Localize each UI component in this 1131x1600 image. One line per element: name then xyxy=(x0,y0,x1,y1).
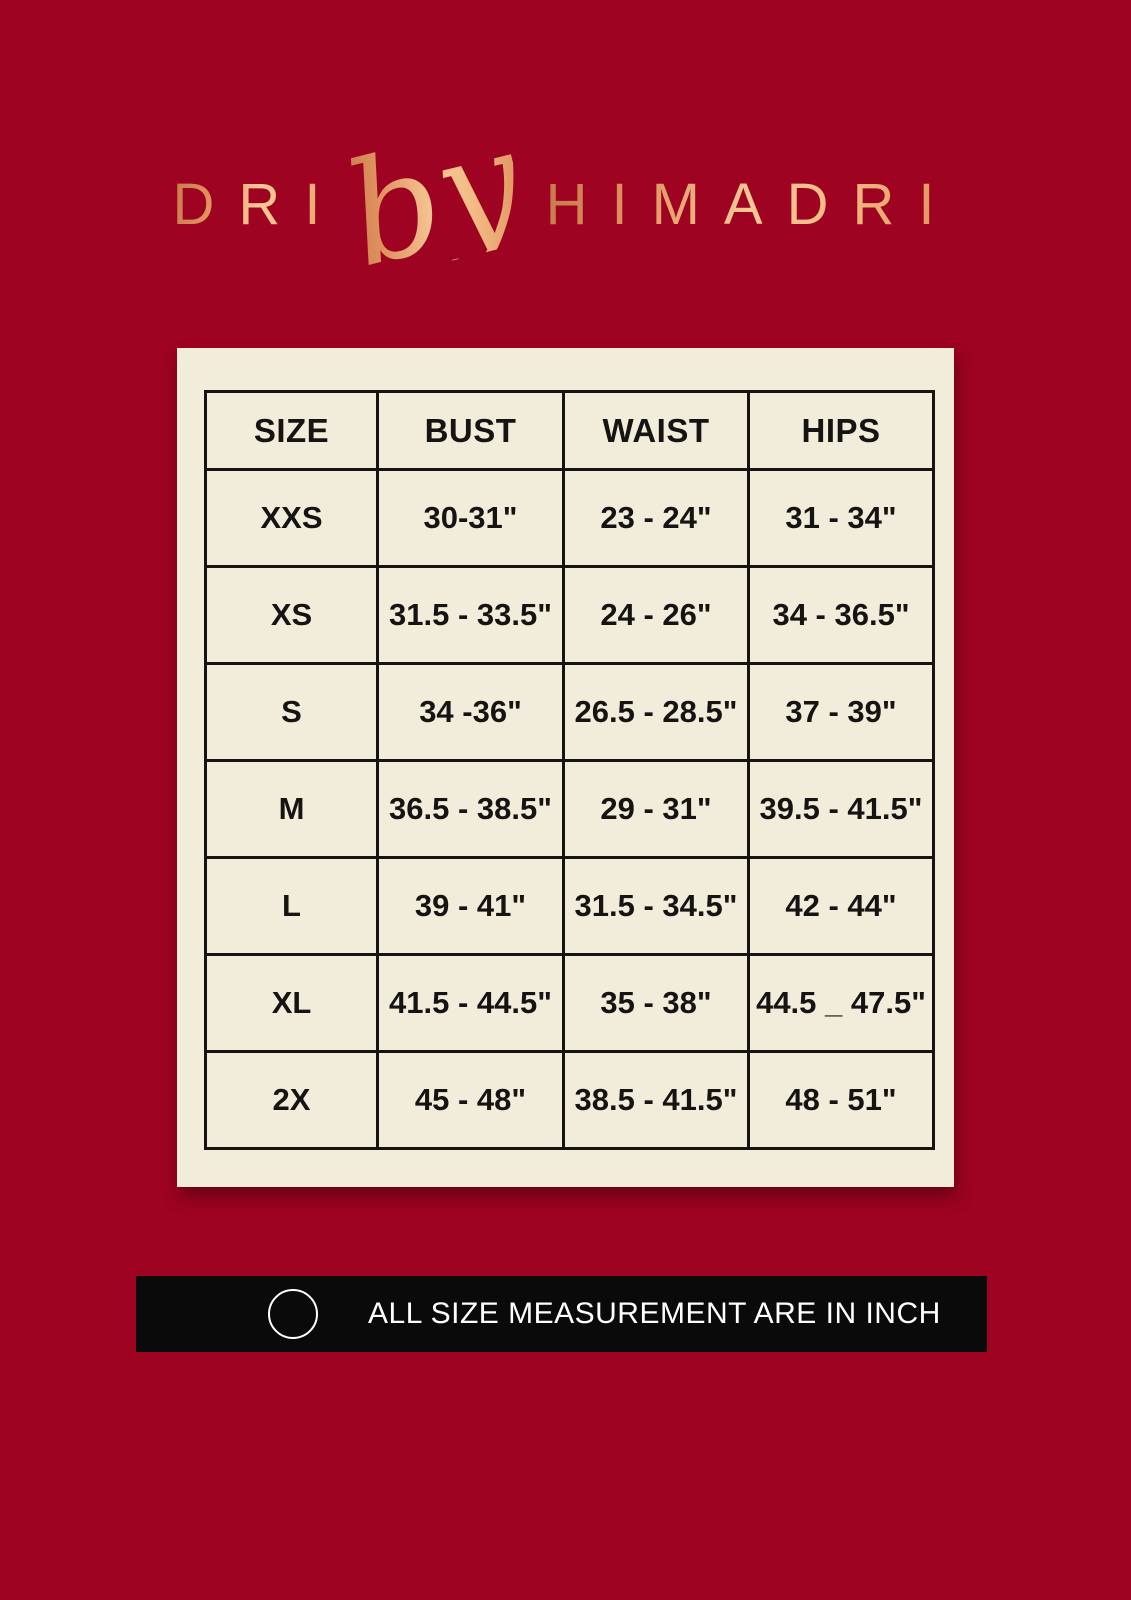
cell-bust: 30-31" xyxy=(376,468,565,568)
cell-size: S xyxy=(204,662,379,762)
table-row: M 36.5 - 38.5" 29 - 31" 39.5 - 41.5" xyxy=(204,759,935,859)
footer-note-banner: ALL SIZE MEASUREMENT ARE IN INCH xyxy=(136,1276,987,1352)
footer-note-text: ALL SIZE MEASUREMENT ARE IN INCH xyxy=(368,1297,941,1330)
table-row: L 39 - 41" 31.5 - 34.5" 42 - 44" xyxy=(204,856,935,956)
cell-size: XXS xyxy=(204,468,379,568)
cell-hips: 44.5 _ 47.5" xyxy=(747,953,935,1053)
cell-size: L xyxy=(204,856,379,956)
brand-logo: DRI by HIMADRI xyxy=(0,98,1131,300)
column-header-bust: BUST xyxy=(376,390,565,471)
table-row: 2X 45 - 48" 38.5 - 41.5" 48 - 51" xyxy=(204,1050,935,1150)
cell-bust: 39 - 41" xyxy=(376,856,565,956)
brand-script-by: by xyxy=(331,98,538,300)
column-header-size: SIZE xyxy=(204,390,379,471)
cell-bust: 31.5 - 33.5" xyxy=(376,565,565,665)
cell-size: 2X xyxy=(204,1050,379,1150)
cell-waist: 24 - 26" xyxy=(562,565,750,665)
cell-size: XS xyxy=(204,565,379,665)
cell-hips: 34 - 36.5" xyxy=(747,565,935,665)
cell-hips: 48 - 51" xyxy=(747,1050,935,1150)
cell-hips: 42 - 44" xyxy=(747,856,935,956)
cell-waist: 26.5 - 28.5" xyxy=(562,662,750,762)
table-header-row: SIZE BUST WAIST HIPS xyxy=(204,390,935,471)
table-row: XL 41.5 - 44.5" 35 - 38" 44.5 _ 47.5" xyxy=(204,953,935,1053)
cell-bust: 45 - 48" xyxy=(376,1050,565,1150)
cell-waist: 31.5 - 34.5" xyxy=(562,856,750,956)
cell-hips: 31 - 34" xyxy=(747,468,935,568)
brand-name-right: HIMADRI xyxy=(545,172,959,237)
cell-bust: 34 -36" xyxy=(376,662,565,762)
table-row: S 34 -36" 26.5 - 28.5" 37 - 39" xyxy=(204,662,935,762)
cell-waist: 23 - 24" xyxy=(562,468,750,568)
column-header-hips: HIPS xyxy=(747,390,935,471)
table-row: XS 31.5 - 33.5" 24 - 26" 34 - 36.5" xyxy=(204,565,935,665)
cell-waist: 35 - 38" xyxy=(562,953,750,1053)
brand-name-left: DRI xyxy=(172,172,345,237)
cell-waist: 38.5 - 41.5" xyxy=(562,1050,750,1150)
cell-bust: 36.5 - 38.5" xyxy=(376,759,565,859)
table-row: XXS 30-31" 23 - 24" 31 - 34" xyxy=(204,468,935,568)
size-table: SIZE BUST WAIST HIPS XXS 30-31" 23 - 24"… xyxy=(204,390,935,1150)
cell-waist: 29 - 31" xyxy=(562,759,750,859)
cell-hips: 37 - 39" xyxy=(747,662,935,762)
size-chart-panel: SIZE BUST WAIST HIPS XXS 30-31" 23 - 24"… xyxy=(177,348,954,1187)
circle-icon xyxy=(268,1289,318,1339)
column-header-waist: WAIST xyxy=(562,390,750,471)
cell-bust: 41.5 - 44.5" xyxy=(376,953,565,1053)
cell-size: XL xyxy=(204,953,379,1053)
cell-size: M xyxy=(204,759,379,859)
cell-hips: 39.5 - 41.5" xyxy=(747,759,935,859)
